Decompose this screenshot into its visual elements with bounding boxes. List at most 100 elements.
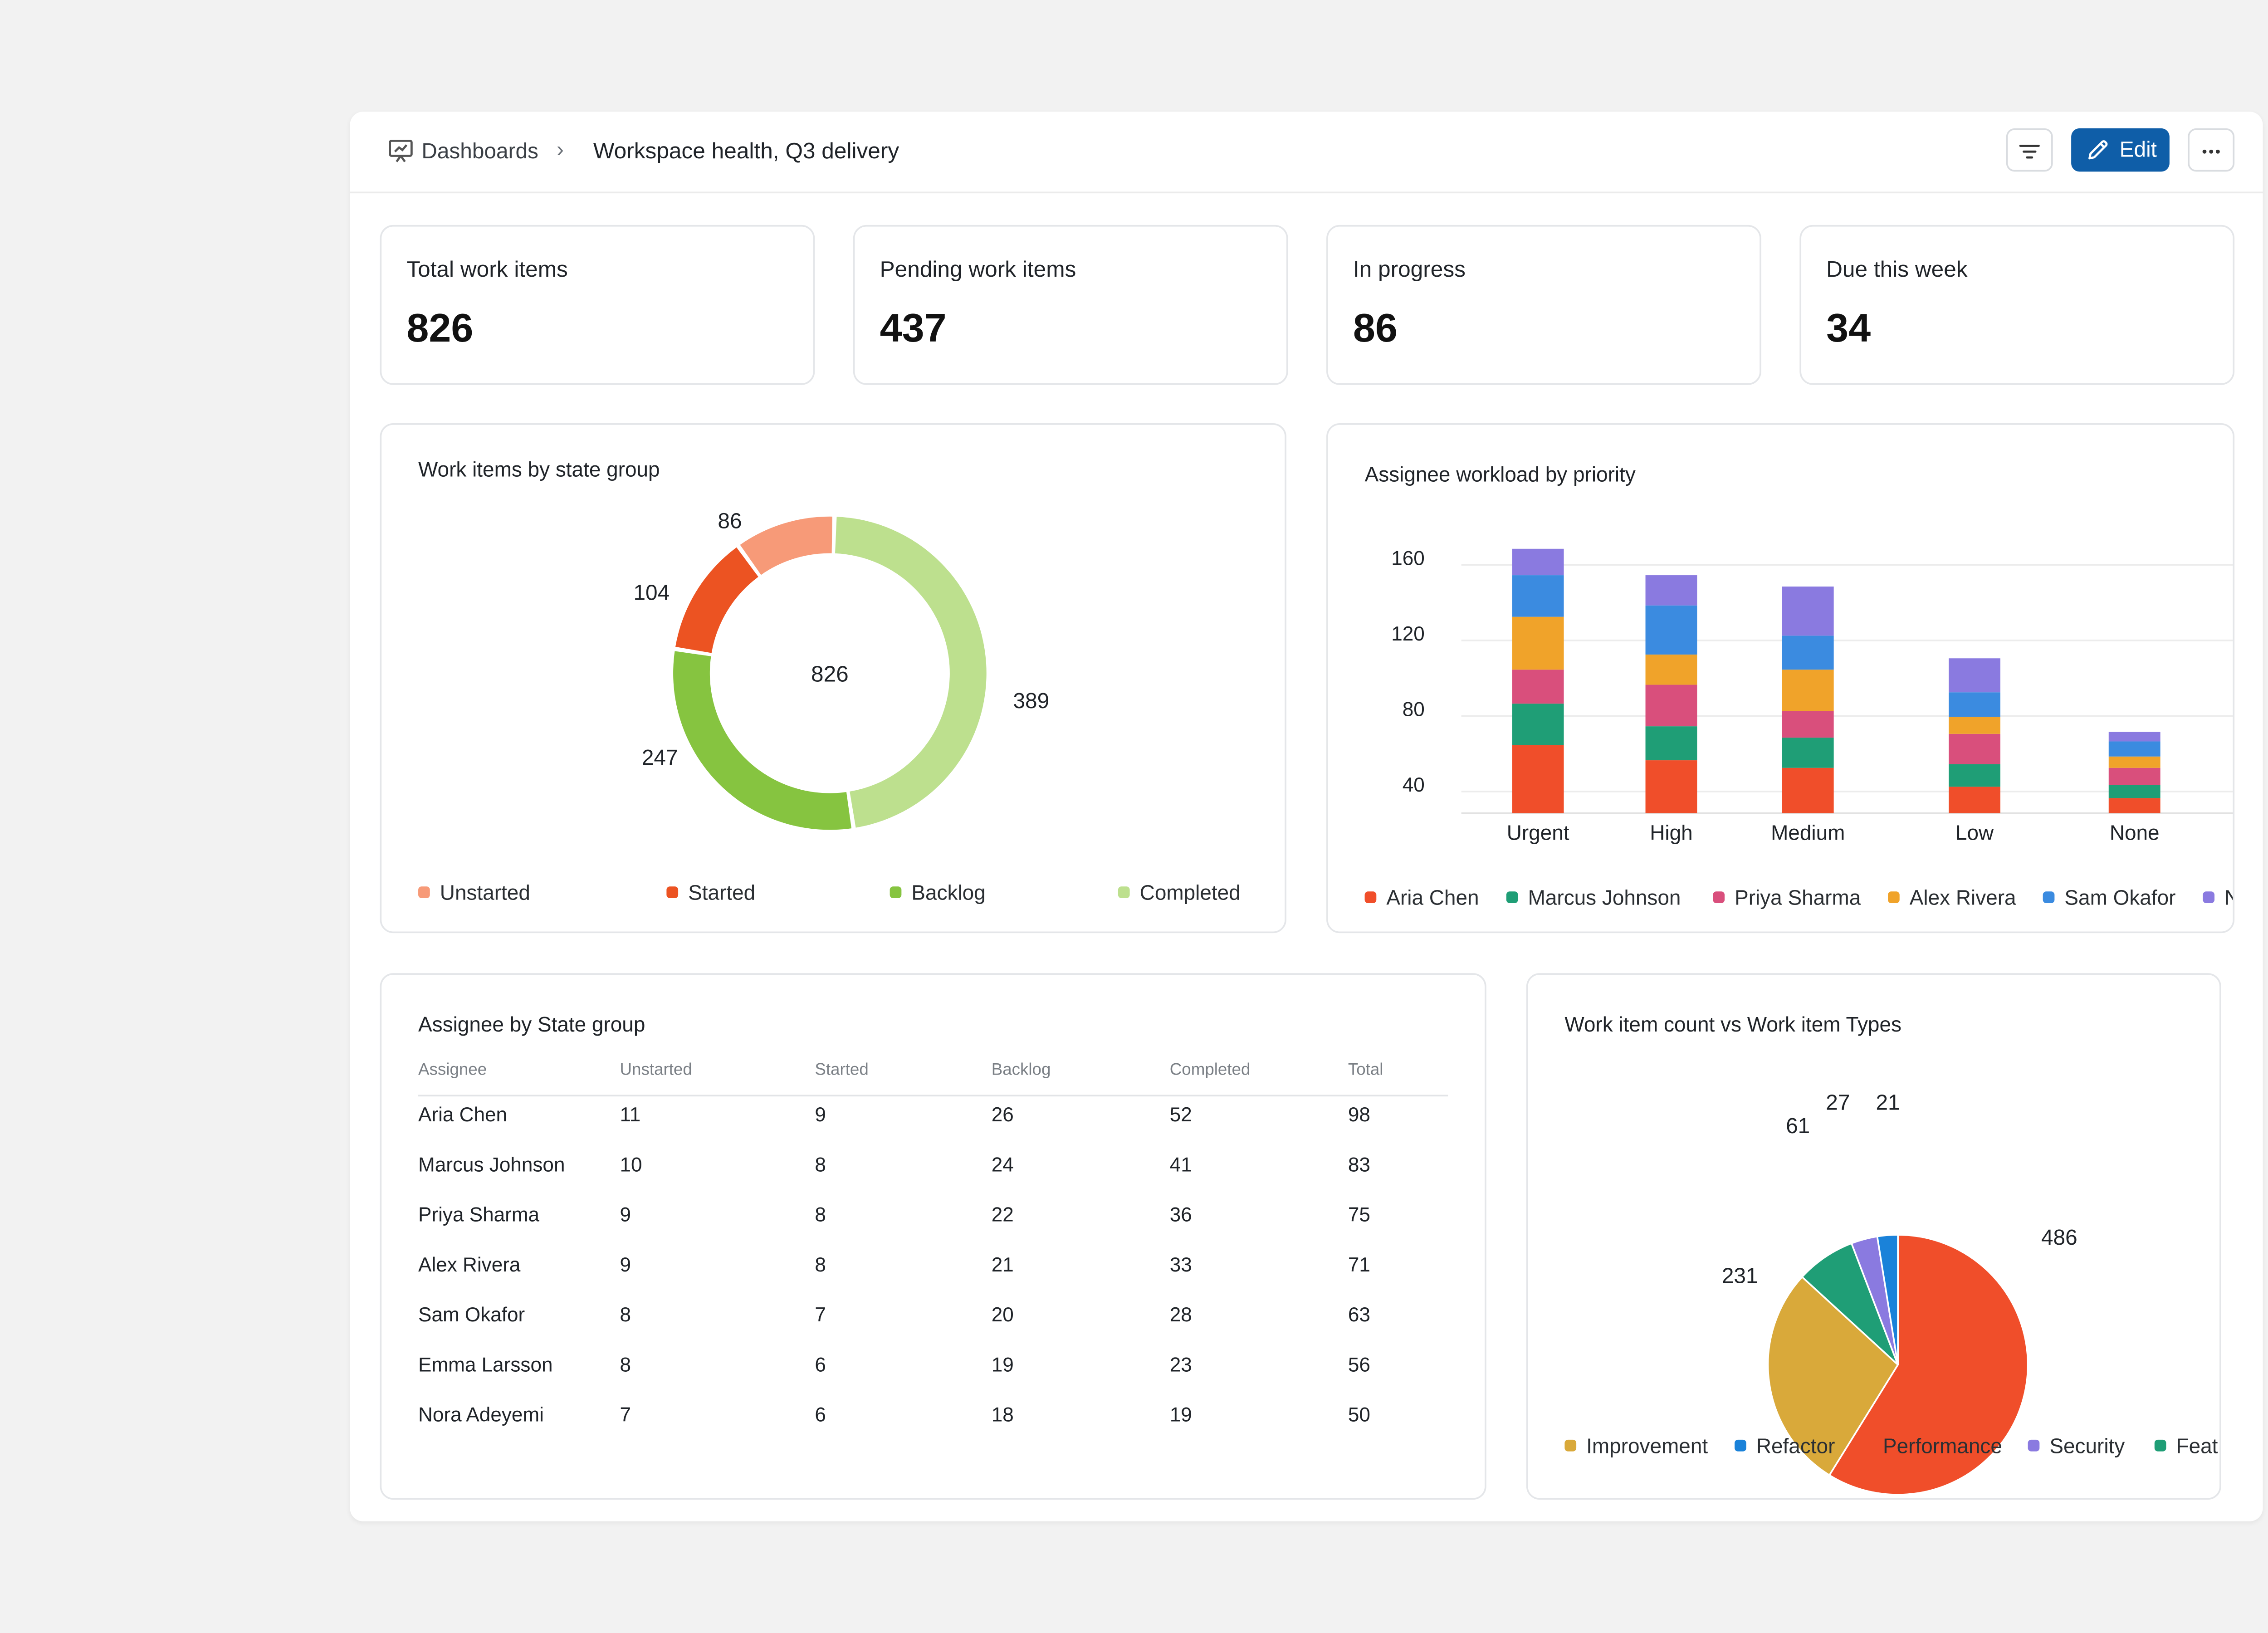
donut-slice-started[interactable] — [675, 547, 758, 653]
column-header-unstarted[interactable]: Unstarted — [620, 1061, 692, 1080]
pie-slice-improvement[interactable] — [1767, 1276, 1899, 1477]
pencil-icon — [2088, 140, 2108, 160]
bar-segment-high-aria-chen[interactable] — [1645, 760, 1697, 813]
pie-chart: 486 231 61 27 21 — [1722, 1091, 2077, 1496]
breadcrumb-dashboards-link[interactable]: Dashboards — [421, 138, 538, 163]
table-cell-total: 75 — [1348, 1203, 1370, 1227]
x-category-label: Medium — [1771, 821, 1845, 844]
column-header-backlog[interactable]: Backlog — [991, 1061, 1051, 1080]
pie-value-label-feat: 61 — [1786, 1114, 1810, 1138]
bar-segment-low-sam-okafor[interactable] — [1949, 692, 2000, 717]
bar-segment-none-marcus-johnson[interactable] — [2108, 785, 2160, 798]
table-cell-completed: 33 — [1169, 1253, 1192, 1276]
pie-slice-performance[interactable] — [1828, 1234, 2029, 1496]
bar-segment-high-sam-okafor[interactable] — [1645, 605, 1697, 655]
table-cell-assignee: Nora Adeyemi — [418, 1403, 544, 1427]
card-title: Assignee workload by priority — [1364, 463, 1636, 487]
table-cell-completed: 41 — [1169, 1153, 1192, 1177]
bar-segment-high-n[interactable] — [1645, 575, 1697, 606]
legend-item-started[interactable]: Started — [666, 881, 755, 905]
legend-item-n[interactable]: N — [2203, 886, 2233, 910]
priority-workload-card: Assignee workload by priority 40 80 120 160… — [1326, 423, 2235, 934]
bar-segment-urgent-marcus-johnson[interactable] — [1512, 704, 1564, 745]
table-cell-backlog: 21 — [991, 1253, 1014, 1276]
legend-label: Marcus Johnson — [1528, 886, 1681, 910]
dashboard-icon — [389, 140, 413, 162]
table-cell-started: 9 — [815, 1103, 826, 1127]
bar-segment-low-priya-sharma[interactable] — [1949, 733, 2000, 764]
bar-segment-urgent-priya-sharma[interactable] — [1512, 670, 1564, 704]
bar-segment-none-priya-sharma[interactable] — [2108, 768, 2160, 785]
legend-item-security[interactable]: Security — [2028, 1435, 2125, 1458]
more-options-button[interactable] — [2188, 128, 2235, 172]
bar-segment-none-aria-chen[interactable] — [2108, 798, 2160, 813]
card-title: Work item count vs Work item Types — [1564, 1013, 1902, 1037]
bar-segment-medium-marcus-johnson[interactable] — [1782, 738, 1834, 768]
legend-label: Refactor — [1756, 1434, 1835, 1458]
y-tick-label: 40 — [1403, 774, 1425, 796]
legend-item-alex-rivera[interactable]: Alex Rivera — [1888, 886, 2016, 910]
bar-segment-none-alex-rivera[interactable] — [2108, 756, 2160, 768]
legend-swatch — [1364, 891, 1377, 904]
legend-item-sam-okafor[interactable]: Sam Okafor — [2043, 886, 2175, 910]
bar-segment-low-marcus-johnson[interactable] — [1949, 764, 2000, 787]
bar-segment-urgent-sam-okafor[interactable] — [1512, 575, 1564, 617]
bar-segment-urgent-alex-rivera[interactable] — [1512, 616, 1564, 670]
donut-slice-unstarted[interactable] — [740, 516, 832, 575]
table-cell-assignee: Marcus Johnson — [418, 1153, 565, 1177]
donut-slice-backlog[interactable] — [673, 651, 852, 830]
legend-item-improvement[interactable]: Improvement — [1564, 1435, 1708, 1458]
table-cell-assignee: Priya Sharma — [418, 1203, 540, 1227]
legend-item-backlog[interactable]: Backlog — [890, 881, 986, 905]
bar-segment-low-aria-chen[interactable] — [1949, 787, 2000, 813]
bar-segment-medium-aria-chen[interactable] — [1782, 768, 1834, 813]
legend-label: N — [2224, 886, 2233, 909]
legend-item-feat[interactable]: Feat — [2154, 1435, 2218, 1458]
legend-swatch — [1506, 891, 1518, 904]
edit-button[interactable]: Edit — [2071, 128, 2170, 172]
legend-item-aria-chen[interactable]: Aria Chen — [1364, 886, 1479, 910]
stat-card-due-this-week: Due this week 34 — [1799, 225, 2235, 385]
legend-item-refactor[interactable]: Refactor — [1735, 1435, 1835, 1458]
pie-slice-refactor[interactable] — [1876, 1234, 1899, 1365]
legend-swatch — [1861, 1439, 1873, 1452]
stat-value: 437 — [880, 306, 947, 352]
legend-item-marcus-johnson[interactable]: Marcus Johnson — [1506, 886, 1681, 910]
bar-segment-none-sam-okafor[interactable] — [2108, 741, 2160, 757]
bar-segment-medium-n[interactable] — [1782, 587, 1834, 636]
table-cell-started: 8 — [815, 1153, 826, 1177]
legend-label: Performance — [1883, 1434, 2002, 1458]
legend-item-priya-sharma[interactable]: Priya Sharma — [1713, 886, 1861, 910]
bar-segment-high-marcus-johnson[interactable] — [1645, 726, 1697, 761]
pie-slice-feat[interactable] — [1801, 1242, 1899, 1365]
filter-button[interactable] — [2006, 128, 2053, 172]
table-cell-unstarted: 8 — [620, 1353, 631, 1377]
bar-segment-low-alex-rivera[interactable] — [1949, 717, 2000, 734]
table-cell-completed: 36 — [1169, 1203, 1192, 1227]
bar-segment-high-alex-rivera[interactable] — [1645, 654, 1697, 685]
bar-segment-medium-sam-okafor[interactable] — [1782, 636, 1834, 670]
column-header-completed[interactable]: Completed — [1169, 1061, 1251, 1080]
pie-value-label-performance: 486 — [2041, 1226, 2077, 1250]
stat-label: Due this week — [1826, 256, 1968, 282]
bar-segment-none-n[interactable] — [2108, 732, 2160, 742]
bar-segment-urgent-n[interactable] — [1512, 548, 1564, 576]
column-header-assignee[interactable]: Assignee — [418, 1061, 487, 1080]
donut-slice-completed[interactable] — [835, 517, 987, 828]
bar-segment-low-n[interactable] — [1949, 658, 2000, 693]
legend-swatch — [1735, 1439, 1746, 1452]
legend-item-performance[interactable]: Performance — [1861, 1435, 2002, 1458]
work-item-types-pie-card: Work item count vs Work item Types 486 23… — [1526, 973, 2221, 1500]
column-header-started[interactable]: Started — [815, 1061, 869, 1080]
legend-label: Improvement — [1586, 1434, 1708, 1458]
more-horizontal-icon — [2202, 149, 2220, 154]
table-cell-unstarted: 9 — [620, 1203, 631, 1227]
bar-segment-medium-priya-sharma[interactable] — [1782, 711, 1834, 738]
legend-item-unstarted[interactable]: Unstarted — [418, 881, 530, 905]
column-header-total[interactable]: Total — [1348, 1061, 1383, 1080]
bar-segment-urgent-aria-chen[interactable] — [1512, 745, 1564, 813]
legend-item-completed[interactable]: Completed — [1118, 881, 1241, 905]
bar-segment-high-priya-sharma[interactable] — [1645, 684, 1697, 727]
bar-segment-medium-alex-rivera[interactable] — [1782, 670, 1834, 711]
